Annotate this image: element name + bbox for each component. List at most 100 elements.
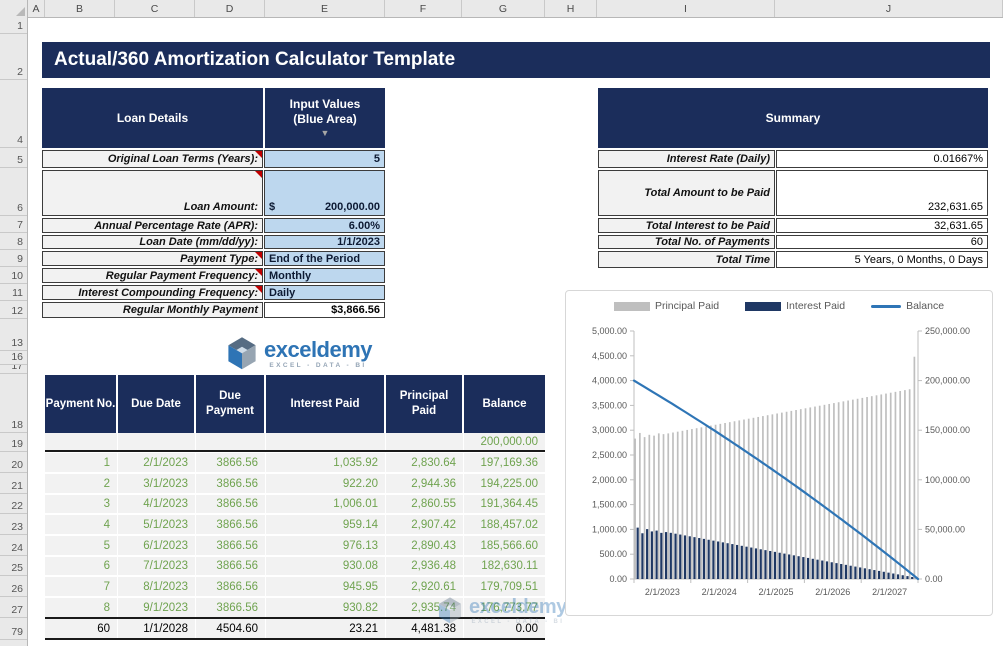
column-header-f[interactable]: F — [385, 0, 462, 17]
loan-label-payment-type[interactable]: Payment Type: — [42, 251, 263, 266]
row-header-5[interactable]: 5 — [0, 148, 27, 168]
final-payment-row[interactable]: 60 1/1/2028 4504.60 23.21 4,481.38 0.00 — [45, 617, 545, 640]
cell[interactable]: 976.13 — [266, 536, 386, 555]
cell[interactable]: 191,364.45 — [480, 498, 538, 510]
cell[interactable]: 9/1/2023 — [118, 598, 196, 617]
cell[interactable]: 2,890.43 — [386, 536, 464, 555]
row-header-8[interactable]: 8 — [0, 233, 27, 250]
cell[interactable]: 8 — [45, 598, 118, 617]
header-due-payment[interactable]: Due Payment — [196, 375, 266, 433]
table-row[interactable]: 3 4/1/2023 3866.56 1,006.01 2,860.55 191,364.… — [45, 495, 545, 514]
select-all-corner[interactable] — [0, 0, 28, 18]
summary-label-num-payments[interactable]: Total No. of Payments — [598, 235, 775, 249]
loan-value-terms[interactable]: 5 — [264, 150, 385, 168]
table-row[interactable]: 5 6/1/2023 3866.56 976.13 2,890.43 185,566.60 — [45, 536, 545, 556]
summary-value-num-payments[interactable]: 60 — [776, 235, 988, 249]
loan-value-date[interactable]: 1/1/2023 — [264, 235, 385, 249]
cell[interactable]: 2,935.74 — [386, 598, 464, 617]
table-row[interactable]: 4 5/1/2023 3866.56 959.14 2,907.42 188,457.02 — [45, 515, 545, 535]
row-header-12[interactable]: 12 — [0, 301, 27, 319]
cell[interactable]: 197,169.36 — [480, 456, 538, 469]
cell[interactable]: 3866.56 — [196, 577, 266, 596]
cell[interactable]: 2,936.48 — [386, 557, 464, 575]
row-header-18[interactable]: 18 — [0, 374, 27, 433]
summary-value-total-time[interactable]: 5 Years, 0 Months, 0 Days — [776, 251, 988, 268]
cell[interactable]: 179,709.51 — [480, 580, 538, 593]
column-header-d[interactable]: D — [195, 0, 265, 17]
initial-balance-cell[interactable]: 200,000.00 — [480, 435, 538, 448]
cell[interactable]: 4,481.38 — [386, 619, 464, 638]
cell[interactable]: 2,944.36 — [386, 474, 464, 493]
cell[interactable]: 176,773.77 — [480, 601, 538, 614]
cell[interactable]: 3866.56 — [196, 453, 266, 472]
input-values-title[interactable]: Input Values (Blue Area) ▼ — [265, 88, 385, 148]
cell[interactable]: 1,035.92 — [266, 453, 386, 472]
row-header-4[interactable]: 4 — [0, 80, 27, 148]
loan-label-monthly-payment[interactable]: Regular Monthly Payment — [42, 302, 263, 318]
column-header-b[interactable]: B — [45, 0, 115, 17]
row-header-24[interactable]: 24 — [0, 535, 27, 556]
initial-balance-row[interactable]: 200,000.00 — [45, 433, 545, 452]
row-header-13[interactable]: 13 — [0, 319, 27, 351]
cell[interactable]: 2/1/2023 — [118, 453, 196, 472]
cell[interactable]: 0.00 — [515, 622, 538, 635]
summary-label-total-paid[interactable]: Total Amount to be Paid — [598, 170, 775, 216]
row-header-1[interactable]: 1 — [0, 18, 27, 34]
header-principal-paid[interactable]: Principal Paid — [386, 375, 464, 433]
summary-value-rate[interactable]: 0.01667% — [776, 150, 988, 168]
cell[interactable]: 945.95 — [266, 577, 386, 596]
row-header-10[interactable]: 10 — [0, 267, 27, 284]
cell[interactable]: 6 — [45, 557, 118, 575]
loan-label-apr[interactable]: Annual Percentage Rate (APR): — [42, 218, 263, 233]
cell[interactable]: 185,566.60 — [480, 539, 538, 552]
cell[interactable]: 8/1/2023 — [118, 577, 196, 596]
header-due-date[interactable]: Due Date — [118, 375, 196, 433]
cell[interactable]: 6/1/2023 — [118, 536, 196, 555]
amortization-chart[interactable]: Principal Paid Interest Paid Balance 0.0… — [565, 290, 993, 616]
summary-value-total-paid[interactable]: 232,631.65 — [776, 170, 988, 216]
row-header-19[interactable]: 19 — [0, 433, 27, 452]
table-row[interactable]: 2 3/1/2023 3866.56 922.20 2,944.36 194,225.00 — [45, 474, 545, 494]
cell[interactable]: 2 — [45, 474, 118, 493]
legend-interest-paid[interactable]: Interest Paid — [745, 300, 845, 312]
row-header-2[interactable]: 2 — [0, 34, 27, 80]
cell[interactable]: 4504.60 — [196, 619, 266, 638]
row-header-79[interactable]: 79 — [0, 618, 27, 640]
row-header-23[interactable]: 23 — [0, 514, 27, 535]
cell[interactable]: 930.08 — [266, 557, 386, 575]
row-header-9[interactable]: 9 — [0, 250, 27, 267]
legend-balance[interactable]: Balance — [871, 300, 944, 312]
row-header-7[interactable]: 7 — [0, 216, 27, 233]
column-header-j[interactable]: J — [775, 0, 1003, 17]
loan-value-payment-frequency[interactable]: Monthly — [264, 268, 385, 283]
dropdown-arrow-icon[interactable]: ▼ — [320, 127, 330, 138]
row-header-26[interactable]: 26 — [0, 576, 27, 597]
cell[interactable]: 3 — [45, 495, 118, 513]
loan-label-payment-frequency[interactable]: Regular Payment Frequency: — [42, 268, 263, 283]
column-header-c[interactable]: C — [115, 0, 195, 17]
cell[interactable]: 182,630.11 — [481, 560, 538, 572]
cell[interactable]: 1/1/2028 — [118, 619, 196, 638]
cell[interactable]: 930.82 — [266, 598, 386, 617]
cell[interactable]: 3866.56 — [196, 536, 266, 555]
cell[interactable]: 1 — [45, 453, 118, 472]
table-row[interactable]: 1 2/1/2023 3866.56 1,035.92 2,830.64 197,169.… — [45, 453, 545, 473]
loan-value-monthly-payment[interactable]: $3,866.56 — [264, 302, 385, 318]
loan-details-title[interactable]: Loan Details — [42, 88, 263, 148]
row-header-6[interactable]: 6 — [0, 168, 27, 216]
summary-label-total-time[interactable]: Total Time — [598, 251, 775, 268]
loan-label-terms[interactable]: Original Loan Terms (Years): — [42, 150, 263, 168]
column-header-a[interactable]: A — [28, 0, 45, 17]
cell[interactable]: 3/1/2023 — [118, 474, 196, 493]
cell[interactable]: 5 — [45, 536, 118, 555]
row-header-16[interactable]: 16 — [0, 351, 27, 365]
header-payment-no[interactable]: Payment No. — [45, 375, 118, 433]
loan-label-date[interactable]: Loan Date (mm/dd/yy): — [42, 235, 263, 249]
loan-value-amount[interactable]: $ 200,000.00 — [264, 170, 385, 216]
summary-value-total-interest[interactable]: 32,631.65 — [776, 218, 988, 233]
column-header-i[interactable]: I — [597, 0, 775, 17]
table-row[interactable]: 7 8/1/2023 3866.56 945.95 2,920.61 179,709.51 — [45, 577, 545, 597]
cell[interactable]: 2,860.55 — [386, 495, 464, 513]
cell[interactable]: 2,907.42 — [386, 515, 464, 534]
row-header-25[interactable]: 25 — [0, 556, 27, 576]
